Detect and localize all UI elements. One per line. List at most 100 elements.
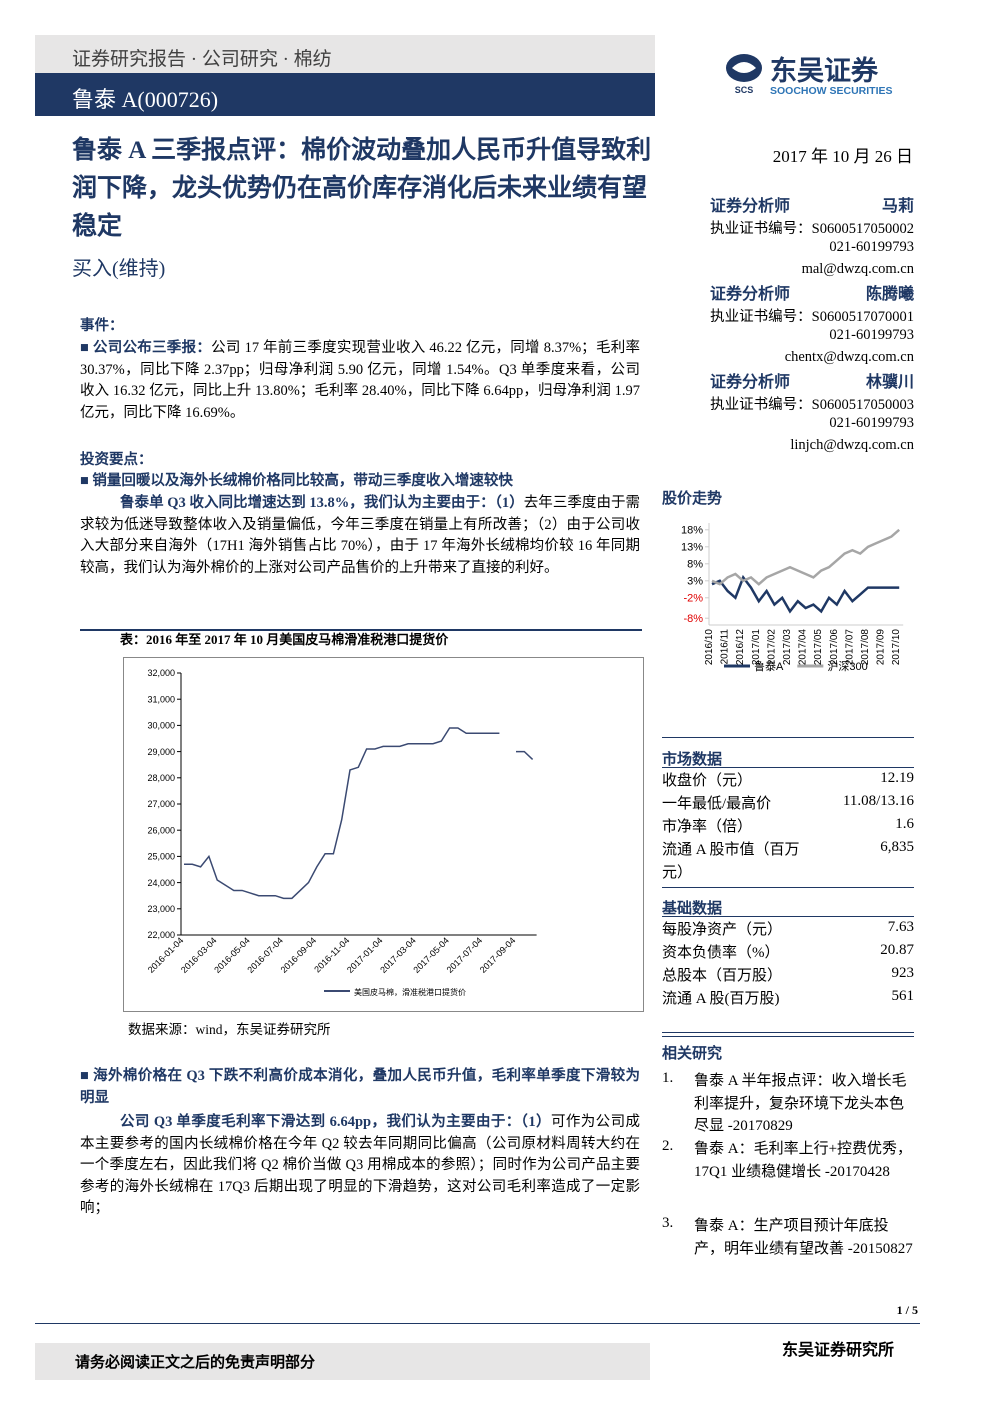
x-tick-label: 2017/09 bbox=[876, 629, 887, 666]
analyst-license: 执业证书编号：S0600517050003 bbox=[710, 397, 914, 413]
table-row: 总股本（百万股） 923 bbox=[662, 965, 914, 988]
disclaimer-note: 请务必阅读正文之后的免责声明部分 bbox=[75, 1355, 316, 1371]
table-value: 6,835 bbox=[880, 839, 914, 855]
series-line bbox=[711, 528, 901, 586]
y-tick-label: 22,000 bbox=[147, 930, 175, 940]
related-text: 鲁泰 A 半年报点评：收入增长毛利率提升，复杂环境下龙头本色尽显 -201708… bbox=[694, 1073, 907, 1134]
table-label: 每股净资产（元） bbox=[662, 922, 783, 938]
table-row: 市净率（倍） 1.6 bbox=[662, 816, 914, 839]
x-tick-label: 2017/08 bbox=[860, 629, 871, 666]
table-value: 20.87 bbox=[880, 942, 914, 958]
x-tick-label: 2017/03 bbox=[782, 629, 793, 666]
lead: ■ 公司公布三季报： bbox=[80, 340, 212, 356]
related-text: 鲁泰 A：毛利率上行+控费优秀，17Q1 业绩稳健增长 -20170428 bbox=[694, 1141, 913, 1180]
paragraph: 鲁泰单 Q3 收入同比增速达到 13.8%，我们认为主要由于：（1）去年三季度由… bbox=[80, 493, 640, 579]
cotton-price-chart: 22,000 23,000 24,000 25,000 26,000 27,000 28,0… bbox=[123, 657, 644, 1012]
table-value: 923 bbox=[891, 965, 915, 981]
x-tick-label: 2017/01 bbox=[751, 629, 762, 666]
analyst-phone: 021-60199793 bbox=[829, 415, 914, 431]
date: 2017 年 10 月 26 日 bbox=[772, 147, 913, 166]
table-row: 流通 A 股市值（百万元） 6,835 bbox=[662, 839, 914, 885]
y-tick-label: 24,000 bbox=[147, 878, 175, 888]
rule bbox=[35, 1323, 920, 1324]
lead: 鲁泰单 Q3 收入同比增速达到 13.8%，我们认为主要由于：（1） bbox=[120, 495, 524, 511]
y-tick-label: 28,000 bbox=[147, 773, 175, 783]
logo-abbr: SCS bbox=[735, 85, 754, 95]
analyst-email: linjch@dwzq.com.cn bbox=[790, 437, 914, 453]
y-tick-label: -2% bbox=[683, 593, 703, 605]
logo-icon bbox=[732, 62, 756, 73]
y-tick-label: 3% bbox=[687, 576, 703, 588]
series-line bbox=[711, 574, 900, 614]
paragraph: ■ 公司公布三季报：公司 17 年前三季度实现营业收入 46.22 亿元，同增 … bbox=[80, 338, 640, 424]
section-heading: 股价走势 bbox=[662, 491, 723, 507]
rule bbox=[662, 737, 914, 738]
legend-label: 沪深300 bbox=[827, 659, 867, 673]
logo-cn: 东吴证券 bbox=[770, 55, 879, 86]
table-label: 资本负债率（%） bbox=[662, 945, 780, 961]
stock-chart: 18% 13% 8% 3% -2% -8%2016/10 2016/11 2016/12 201… bbox=[681, 523, 904, 673]
y-tick-label: 23,000 bbox=[147, 904, 175, 914]
x-tick-label: 2017-09-04 bbox=[478, 935, 518, 975]
table-rule bbox=[662, 1036, 914, 1037]
table-row: 每股净资产（元） 7.63 bbox=[662, 919, 914, 942]
footer-institution: 东吴证券研究所 bbox=[781, 1342, 894, 1359]
figure-source: 数据来源：wind，东吴证券研究所 bbox=[128, 1022, 331, 1037]
analyst-phone: 021-60199793 bbox=[829, 327, 914, 343]
header-band bbox=[35, 35, 655, 73]
analyst-role: 证券分析师 bbox=[710, 374, 791, 391]
y-tick-label: 26,000 bbox=[147, 825, 175, 835]
logo: SCS 东吴证券 SOOCHOW SECURITIES bbox=[726, 54, 893, 97]
y-tick-label: 8% bbox=[687, 559, 703, 571]
y-tick-label: 13% bbox=[681, 542, 703, 554]
report-title: 鲁泰 A 三季报点评：棉价波动叠加人民币升值导致利润下降，龙头优势仍在高价库存消… bbox=[72, 137, 652, 240]
legend-label: 美国皮马棉，滑准税港口提货价 bbox=[354, 987, 466, 997]
table-row: 流通 A 股(百万股) 561 bbox=[662, 988, 914, 1011]
x-tick-label: 2017/05 bbox=[813, 629, 824, 666]
table-label: 一年最低/最高价 bbox=[662, 796, 772, 812]
y-tick-label: 27,000 bbox=[147, 799, 175, 809]
section-heading: 投资要点： bbox=[80, 452, 153, 468]
report-category: 证券研究报告 · 公司研究 · 棉纺 bbox=[72, 49, 332, 70]
y-tick-label: 18% bbox=[681, 525, 703, 537]
table-label: 收盘价（元） bbox=[662, 773, 753, 789]
legend-label: 鲁泰A bbox=[754, 659, 784, 673]
table-row: 资本负债率（%） 20.87 bbox=[662, 942, 914, 965]
table-value: 561 bbox=[891, 988, 915, 1004]
header-navy-band bbox=[35, 73, 655, 116]
footer-band bbox=[35, 1343, 650, 1380]
analyst-license: 执业证书编号：S0600517050002 bbox=[710, 221, 914, 237]
x-tick-label: 2016/11 bbox=[720, 629, 731, 665]
rule bbox=[80, 629, 642, 631]
analyst-name: 马莉 bbox=[881, 198, 914, 215]
paragraph: 公司 Q3 单季度毛利率下滑达到 6.64pp，我们认为主要由于：（1）可作为公… bbox=[80, 1112, 640, 1220]
table-label: 总股本（百万股） bbox=[662, 968, 783, 984]
x-tick-label: 2016-09-04 bbox=[279, 935, 319, 975]
related-text: 鲁泰 A：生产项目预计年底投产，明年业绩有望改善 -20150827 bbox=[694, 1218, 913, 1257]
rule bbox=[662, 1032, 914, 1033]
text: 去年三季度由于需求较为低迷导致整体收入及销量偏低，今年三季度在销量上有所改善；（… bbox=[80, 495, 641, 576]
y-tick-label: 32,000 bbox=[147, 668, 175, 678]
x-tick-label: 2016/12 bbox=[735, 629, 746, 666]
point-title: ■ 海外棉价格在 Q3 下跌不利高价成本消化，叠加人民币升值，毛利率单季度下滑较… bbox=[80, 1068, 640, 1106]
table-value: 1.6 bbox=[895, 816, 914, 832]
logo-en: SOOCHOW SECURITIES bbox=[770, 85, 893, 97]
y-tick-label: -8% bbox=[683, 613, 703, 625]
table-label: 流通 A 股(百万股) bbox=[662, 991, 780, 1007]
text: 公司 17 年前三季度实现营业收入 46.22 亿元，同增 8.37%；毛利率 … bbox=[80, 340, 640, 421]
figure-caption: 表：2016 年至 2017 年 10 月美国皮马棉滑准税港口提货价 bbox=[120, 632, 449, 647]
text: 可作为公司成本主要参考的国内长绒棉价格在今年 Q2 较去年同期同比偏高（公司原材… bbox=[80, 1114, 641, 1216]
table-row: 一年最低/最高价 11.08/13.16 bbox=[662, 793, 914, 816]
table-rule bbox=[662, 767, 914, 768]
related-number: 3. bbox=[662, 1215, 674, 1231]
x-tick-label: 2016/10 bbox=[704, 629, 715, 666]
related-number: 2. bbox=[662, 1138, 674, 1154]
lead: 公司 Q3 单季度毛利率下滑达到 6.64pp，我们认为主要由于：（1） bbox=[120, 1114, 551, 1130]
table-rule bbox=[662, 887, 914, 888]
analyst-name: 林骥川 bbox=[865, 374, 914, 391]
table-value: 12.19 bbox=[880, 770, 914, 786]
y-tick-label: 29,000 bbox=[147, 747, 175, 757]
analyst-role: 证券分析师 bbox=[710, 286, 791, 303]
company: 鲁泰 A(000726) bbox=[72, 87, 219, 112]
table-label: 流通 A 股市值（百万元） bbox=[662, 842, 800, 881]
